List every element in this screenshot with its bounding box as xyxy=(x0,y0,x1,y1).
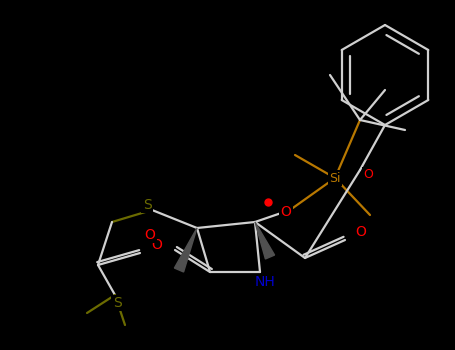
Text: O: O xyxy=(152,238,162,252)
Text: O: O xyxy=(145,228,156,242)
Text: O: O xyxy=(281,205,292,219)
Text: O: O xyxy=(355,225,366,239)
Text: S: S xyxy=(113,296,121,310)
Text: O: O xyxy=(363,168,373,182)
Polygon shape xyxy=(255,222,275,259)
Text: Si: Si xyxy=(329,172,341,184)
Polygon shape xyxy=(174,228,197,272)
Text: NH: NH xyxy=(255,275,275,289)
Text: S: S xyxy=(142,198,152,212)
